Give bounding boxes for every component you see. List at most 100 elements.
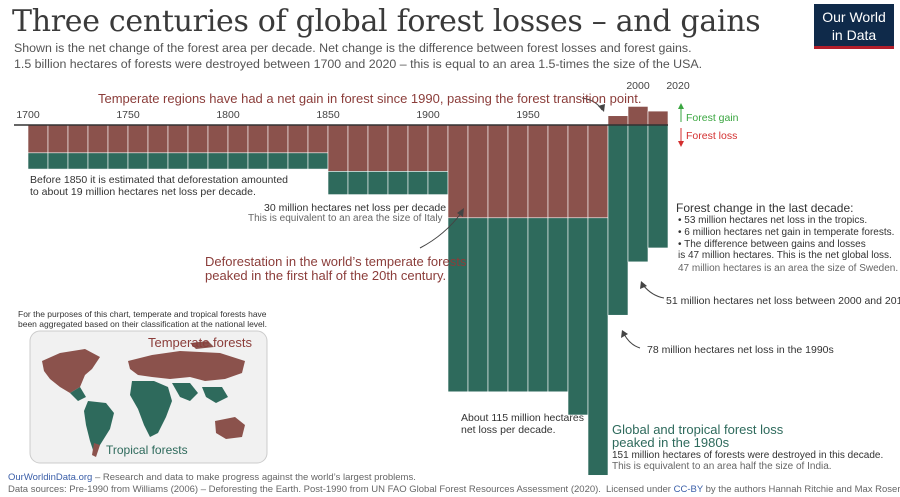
temperate-peak-line2: peaked in the first half of the 20th cen… bbox=[205, 268, 447, 283]
x-tick-1850: 1850 bbox=[316, 109, 340, 121]
map-south-america-tropical bbox=[84, 401, 114, 453]
d115-line1: About 115 million hectares bbox=[461, 412, 584, 424]
chart-subtitle-line1: Shown is the net change of the forest ar… bbox=[14, 41, 692, 55]
temperate-gain-annotation: Temperate regions have had a net gain in… bbox=[98, 91, 642, 106]
last-decade-bullet1: • 53 million hectares net loss in the tr… bbox=[678, 215, 868, 226]
bar-temperate-1990s bbox=[607, 115, 629, 126]
map-southeast-asia-tropical bbox=[202, 387, 228, 403]
bar-temperate-1840s bbox=[307, 124, 329, 154]
d51-annotation: 51 million hectares net loss between 200… bbox=[666, 295, 900, 307]
bar-tropical-1820s bbox=[267, 152, 289, 170]
map-australia-temperate bbox=[215, 417, 245, 439]
bar-tropical-1870s bbox=[367, 171, 389, 195]
x-tick-2000: 2000 bbox=[626, 80, 650, 92]
last-decade-bullet3: • The difference between gains and losse… bbox=[678, 239, 866, 250]
bar-tropical-1890s bbox=[407, 171, 429, 195]
owid-link[interactable]: OurWorldinData.org bbox=[8, 472, 93, 483]
bar-tropical-1730s bbox=[87, 152, 109, 170]
loss-arrow-icon bbox=[678, 141, 684, 147]
temperate-peak-pointer bbox=[419, 211, 463, 249]
x-tick-1750: 1750 bbox=[116, 109, 140, 121]
bar-temperate-1870s bbox=[367, 124, 389, 172]
d115-line2: net loss per decade. bbox=[461, 424, 556, 436]
bar-tropical-2010s bbox=[647, 124, 669, 249]
tropical-peak-line1: Global and tropical forest loss bbox=[612, 422, 784, 437]
x-tick-1950: 1950 bbox=[516, 109, 540, 121]
chart-title: Three centuries of global forest losses … bbox=[12, 4, 761, 39]
map-tropical-label: Tropical forests bbox=[106, 443, 188, 457]
bar-tropical-1860s bbox=[347, 171, 369, 195]
x-tick-1700: 1700 bbox=[16, 109, 40, 121]
bar-tropical-1930s bbox=[487, 217, 509, 393]
bar-tropical-1780s bbox=[187, 152, 209, 170]
bar-tropical-1900s bbox=[427, 171, 449, 195]
footer-tagline: – Research and data to make progress aga… bbox=[92, 472, 416, 483]
bar-tropical-2000s bbox=[627, 124, 649, 263]
bar-temperate-1770s bbox=[167, 124, 189, 154]
d78-pointer bbox=[623, 333, 641, 349]
legend-loss-label: Forest loss bbox=[686, 130, 738, 142]
bar-tropical-1700s bbox=[27, 152, 49, 170]
bar-temperate-1960s bbox=[547, 124, 569, 219]
bar-temperate-1890s bbox=[407, 124, 429, 172]
logo-line1: Our World bbox=[822, 9, 886, 25]
bar-tropical-1840s bbox=[307, 152, 329, 170]
bar-temperate-1730s bbox=[87, 124, 109, 154]
bar-tropical-1790s bbox=[207, 152, 229, 170]
bar-tropical-1740s bbox=[107, 152, 129, 170]
footer-line1: OurWorldinData.org – Research and data t… bbox=[8, 472, 416, 483]
map-south-america-temperate bbox=[92, 443, 100, 457]
map-central-america-tropical bbox=[70, 387, 86, 401]
x-tick-2020: 2020 bbox=[666, 80, 690, 92]
bar-temperate-1920s bbox=[467, 124, 489, 219]
x-tick-1800: 1800 bbox=[216, 109, 240, 121]
before1850-line1: Before 1850 it is estimated that defores… bbox=[30, 174, 288, 186]
bar-temperate-1910s bbox=[447, 124, 469, 219]
d78-annotation: 78 million hectares net loss in the 1990… bbox=[647, 344, 834, 356]
bar-tropical-1710s bbox=[47, 152, 69, 170]
bar-temperate-1980s bbox=[587, 124, 609, 219]
gain-arrow-icon bbox=[678, 103, 684, 109]
bar-temperate-2000s bbox=[627, 106, 649, 126]
map-temperate-label: Temperate forests bbox=[148, 335, 253, 350]
license-suffix: by the authors Hannah Ritchie and Max Ro… bbox=[703, 484, 900, 495]
bar-tropical-1800s bbox=[227, 152, 249, 170]
bar-tropical-1920s bbox=[467, 217, 489, 393]
bar-temperate-1720s bbox=[67, 124, 89, 154]
tropical-peak-line2: peaked in the 1980s bbox=[612, 435, 730, 450]
d78-pointer-head bbox=[621, 330, 628, 338]
license-prefix: Licensed under bbox=[606, 484, 674, 495]
bar-tropical-1970s bbox=[567, 217, 589, 416]
world-map bbox=[29, 330, 268, 464]
footer-license: Licensed under CC-BY by the authors Hann… bbox=[606, 484, 900, 495]
bar-temperate-1930s bbox=[487, 124, 509, 219]
bar-tropical-1760s bbox=[147, 152, 169, 170]
bar-tropical-1880s bbox=[387, 171, 409, 195]
bar-tropical-1720s bbox=[67, 152, 89, 170]
bar-temperate-1850s bbox=[327, 124, 349, 172]
bar-temperate-1760s bbox=[147, 124, 169, 154]
d51-pointer-head bbox=[640, 281, 647, 289]
bar-tropical-1770s bbox=[167, 152, 189, 170]
bar-temperate-1700s bbox=[27, 124, 49, 154]
bar-temperate-1900s bbox=[427, 124, 449, 172]
temperate-peak-line1: Deforestation in the world’s temperate f… bbox=[205, 254, 467, 269]
bar-temperate-2010s bbox=[647, 110, 669, 126]
d51-pointer bbox=[642, 284, 665, 299]
cc-by-link[interactable]: CC-BY bbox=[673, 484, 703, 495]
bar-tropical-1750s bbox=[127, 152, 149, 170]
bar-tropical-1950s bbox=[527, 217, 549, 393]
bar-temperate-1820s bbox=[267, 124, 289, 154]
bar-tropical-1830s bbox=[287, 152, 309, 170]
footer-sources: Data sources: Pre-1990 from Williams (20… bbox=[8, 484, 601, 495]
bar-temperate-1780s bbox=[187, 124, 209, 154]
last-decade-bullet2: • 6 million hectares net gain in tempera… bbox=[678, 227, 895, 238]
map-eurasia-temperate bbox=[128, 351, 245, 381]
bar-temperate-1950s bbox=[527, 124, 549, 219]
owid-logo[interactable]: Our World in Data bbox=[814, 4, 894, 49]
logo-line2: in Data bbox=[831, 27, 877, 43]
bar-tropical-1940s bbox=[507, 217, 529, 393]
bar-temperate-1830s bbox=[287, 124, 309, 154]
bar-temperate-1750s bbox=[127, 124, 149, 154]
